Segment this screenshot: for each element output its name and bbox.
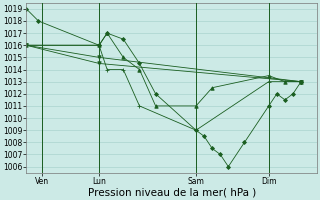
X-axis label: Pression niveau de la mer( hPa ): Pression niveau de la mer( hPa ) bbox=[88, 187, 256, 197]
